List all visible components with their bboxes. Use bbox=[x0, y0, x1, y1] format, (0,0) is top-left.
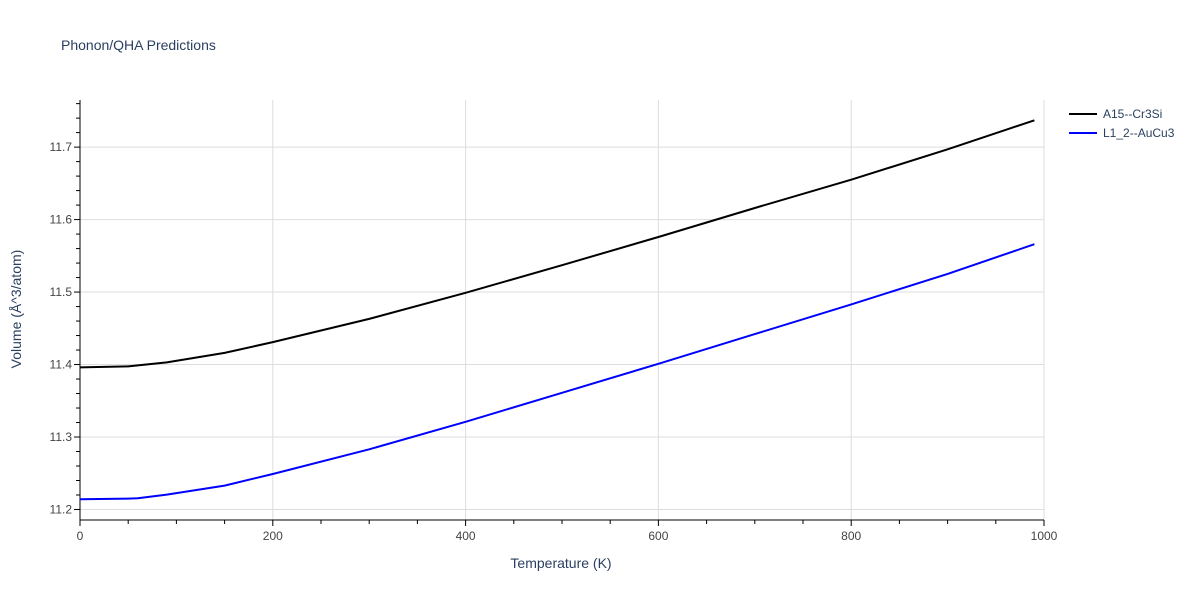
x-tick-label: 0 bbox=[77, 529, 84, 543]
y-tick-label: 11.5 bbox=[50, 285, 73, 299]
x-axis-title: Temperature (K) bbox=[510, 555, 611, 571]
y-tick-label: 11.2 bbox=[50, 502, 73, 516]
y-axis-title: Volume (Å^3/atom) bbox=[8, 250, 24, 369]
y-tick-label: 11.7 bbox=[50, 140, 73, 154]
legend[interactable]: A15--Cr3Si L1_2--AuCu3 bbox=[1069, 107, 1175, 140]
y-tick-label: 11.3 bbox=[50, 430, 73, 444]
x-tick-label: 800 bbox=[841, 529, 861, 543]
axes: 0 200 400 600 800 1000 11.2 11.3 11.4 11.5 11.6 11.… bbox=[50, 100, 1058, 543]
x-tick-label: 200 bbox=[263, 529, 283, 543]
chart-title: Phonon/QHA Predictions bbox=[61, 37, 216, 53]
legend-label: A15--Cr3Si bbox=[1103, 107, 1162, 121]
grid-lines bbox=[80, 100, 1045, 520]
series-line-1 bbox=[79, 119, 1035, 369]
series-lines bbox=[79, 119, 1035, 501]
x-tick-label: 400 bbox=[456, 529, 476, 543]
x-tick-label: 1000 bbox=[1031, 529, 1058, 543]
y-tick-label: 11.4 bbox=[50, 358, 73, 372]
legend-item[interactable]: L1_2--AuCu3 bbox=[1069, 126, 1175, 140]
x-tick-label: 600 bbox=[648, 529, 668, 543]
legend-label: L1_2--AuCu3 bbox=[1103, 126, 1175, 140]
series-line-2 bbox=[79, 243, 1035, 501]
y-tick-label: 11.6 bbox=[50, 213, 73, 227]
legend-item[interactable]: A15--Cr3Si bbox=[1069, 107, 1162, 121]
